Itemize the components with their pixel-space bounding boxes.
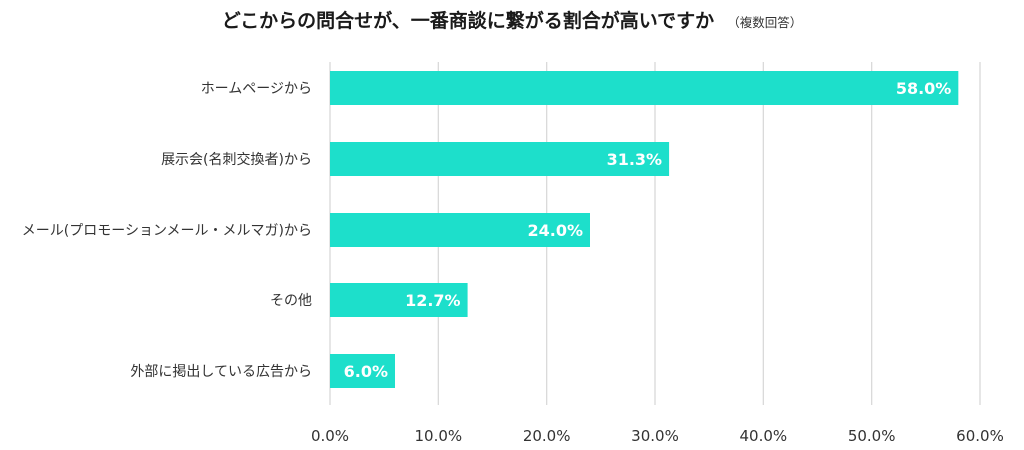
chart-title: どこからの問合せが、一番商談に繋がる割合が高いですか bbox=[221, 10, 715, 32]
category-label: メール(プロモーションメール・メルマガ)から bbox=[22, 223, 312, 239]
x-tick-label: 40.0% bbox=[740, 427, 788, 445]
x-tick-label: 50.0% bbox=[848, 427, 896, 445]
bar bbox=[330, 283, 468, 317]
data-label: 6.0% bbox=[344, 362, 388, 381]
chart-subtitle: （複数回答） bbox=[727, 15, 803, 30]
data-label: 58.0% bbox=[896, 79, 952, 98]
bar bbox=[330, 213, 590, 247]
data-label: 12.7% bbox=[405, 291, 461, 310]
bar bbox=[330, 354, 395, 388]
category-label: ホームページから bbox=[201, 81, 312, 97]
bar bbox=[330, 71, 959, 105]
data-label: 31.3% bbox=[607, 150, 663, 169]
chart-title-row: どこからの問合せが、一番商談に繋がる割合が高いですか （複数回答） bbox=[0, 6, 1024, 33]
x-tick-label: 20.0% bbox=[523, 427, 571, 445]
x-tick-label: 10.0% bbox=[415, 427, 463, 445]
data-label: 24.0% bbox=[527, 221, 583, 240]
category-label: 外部に掲出している広告から bbox=[130, 364, 312, 380]
category-label: その他 bbox=[270, 293, 312, 309]
x-tick-label: 60.0% bbox=[956, 427, 1004, 445]
x-tick-label: 0.0% bbox=[311, 427, 349, 445]
x-tick-label: 30.0% bbox=[631, 427, 679, 445]
bar bbox=[330, 142, 670, 176]
category-label: 展示会(名刺交換者)から bbox=[161, 151, 312, 168]
